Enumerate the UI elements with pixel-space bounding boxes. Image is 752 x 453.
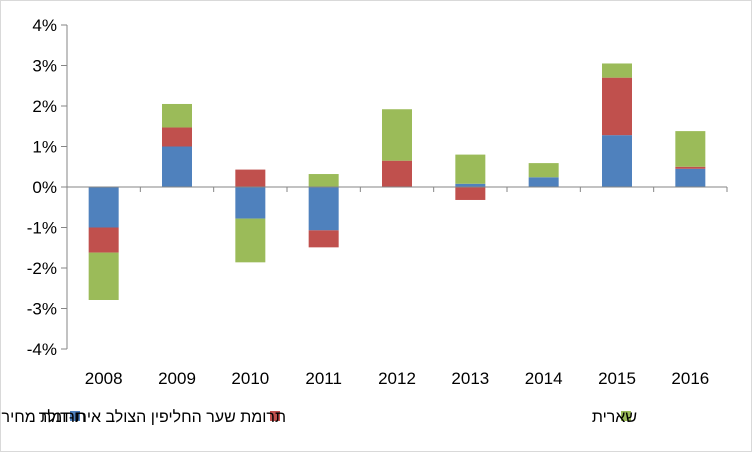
y-tick-label: -3% — [27, 300, 57, 319]
y-tick-label: 2% — [32, 97, 57, 116]
bar-segment — [602, 77, 632, 136]
x-axis: 2008 2009 2010 2011 2012 2013 2014 2015 2016 — [66, 186, 728, 388]
bar-segment — [162, 127, 192, 147]
x-tick-label: 2016 — [671, 369, 709, 388]
bar-segment — [162, 146, 192, 187]
legend-label: שארית — [592, 409, 637, 426]
y-tick-label: -2% — [27, 259, 57, 278]
bar-segment — [88, 227, 119, 253]
x-tick-label: 2012 — [378, 369, 416, 388]
bar-segment — [382, 109, 412, 161]
y-tick-label: -4% — [27, 340, 57, 359]
bar-segment — [382, 160, 412, 187]
bar-segment — [88, 252, 119, 300]
legend-label: תרומת שער החליפין הצולב אירו-דולר — [39, 408, 286, 426]
legend-label: תרומת מחיר הנפט — [1, 409, 86, 426]
x-tick-label: 2014 — [525, 369, 563, 388]
x-tick-label: 2008 — [85, 369, 123, 388]
legend-swatch — [270, 411, 280, 421]
bar-segment — [455, 187, 486, 200]
bar-segment — [235, 187, 266, 219]
x-tick-label: 2010 — [231, 369, 269, 388]
bar-segment — [455, 183, 486, 187]
bar-segment — [88, 187, 119, 228]
bar-segment — [528, 163, 559, 178]
legend-swatch — [70, 411, 80, 421]
y-tick-label: 0% — [32, 178, 57, 197]
bar-segment — [675, 166, 706, 169]
bar-segment — [308, 174, 339, 187]
legend: תרומת מחיר הנפטתרומת שער החליפין הצולב א… — [1, 408, 637, 426]
bar-segment — [308, 230, 339, 248]
x-tick-label: 2015 — [598, 369, 636, 388]
bar-segment — [235, 218, 266, 263]
bar-segment — [455, 154, 486, 184]
x-tick-label: 2011 — [305, 369, 342, 388]
bar-segment — [162, 103, 192, 128]
bar-segment — [675, 168, 706, 187]
x-tick-label: 2013 — [451, 369, 489, 388]
bar-segment — [528, 177, 559, 187]
x-tick-label: 2009 — [158, 369, 196, 388]
bar-segment — [602, 135, 632, 187]
y-axis: 4% 3% 2% 1% 0% -1% -2% -3% -4% — [27, 16, 68, 359]
bar-segment — [308, 187, 339, 231]
y-tick-label: 4% — [32, 16, 57, 35]
bar-segment — [675, 131, 706, 167]
y-tick-label: 1% — [32, 138, 57, 157]
legend-swatch — [621, 411, 631, 421]
y-tick-label: 3% — [32, 57, 57, 76]
bars — [88, 63, 706, 300]
bar-segment — [602, 63, 632, 78]
y-tick-label: -1% — [27, 219, 57, 238]
bar-segment — [235, 169, 266, 187]
